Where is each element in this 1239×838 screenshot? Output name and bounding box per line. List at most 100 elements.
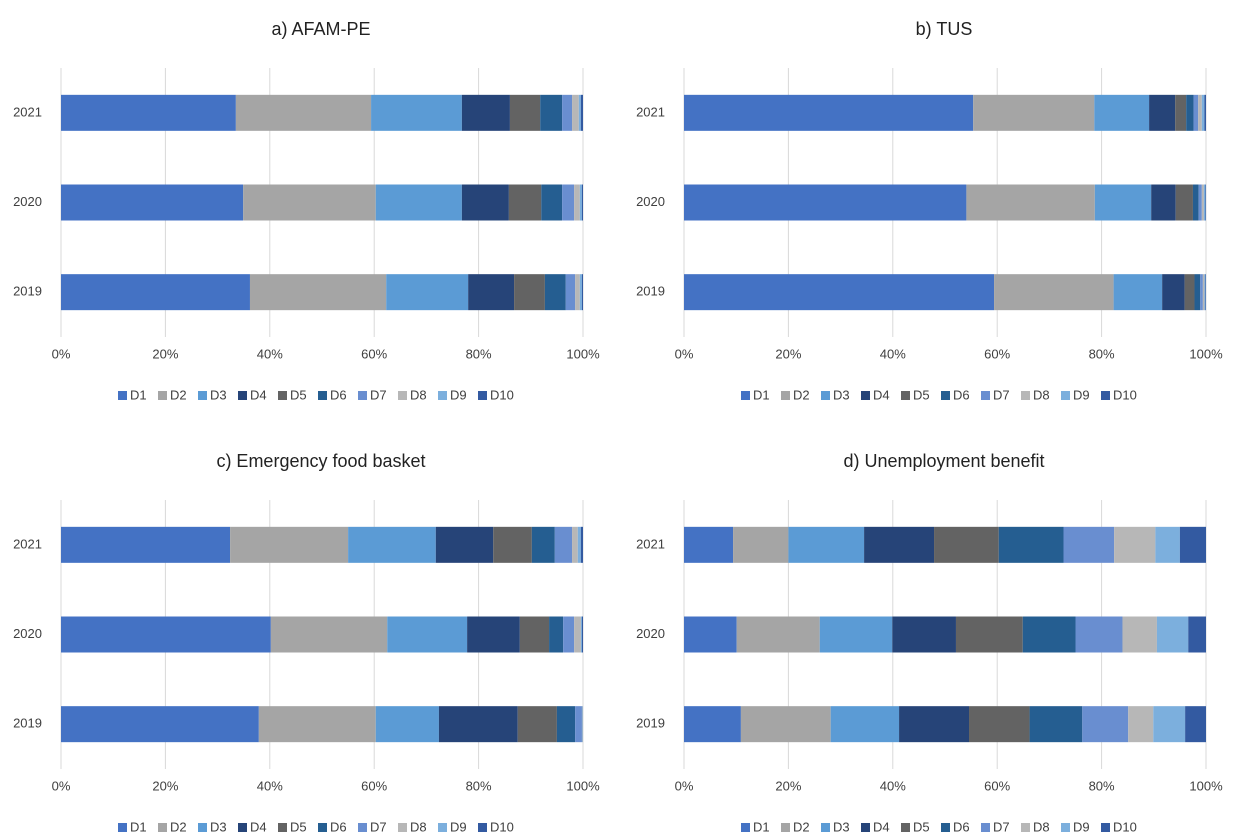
bar-segment bbox=[1128, 706, 1154, 743]
legend-label: D10 bbox=[490, 387, 514, 402]
bar-segment bbox=[375, 706, 439, 743]
legend-swatch bbox=[278, 823, 287, 832]
bar-segment bbox=[508, 184, 542, 221]
bar-segment bbox=[258, 706, 376, 743]
bar-segment bbox=[1113, 274, 1163, 311]
legend-swatch bbox=[1021, 391, 1030, 400]
x-tick-label: 100% bbox=[1189, 778, 1223, 793]
bar-segment bbox=[565, 274, 576, 311]
legend-swatch bbox=[981, 823, 990, 832]
bar-segment bbox=[467, 616, 520, 653]
legend-label: D7 bbox=[993, 819, 1010, 834]
bar-segment bbox=[574, 184, 580, 221]
legend-label: D9 bbox=[450, 819, 467, 834]
legend-swatch bbox=[821, 391, 830, 400]
y-tick-label: 2021 bbox=[13, 104, 42, 119]
bar-segment bbox=[540, 94, 563, 131]
x-tick-label: 60% bbox=[984, 346, 1010, 361]
bar-segment bbox=[1205, 184, 1206, 221]
legend-label: D5 bbox=[913, 387, 930, 402]
legend-label: D4 bbox=[873, 819, 890, 834]
y-tick-label: 2019 bbox=[13, 716, 42, 731]
legend-swatch bbox=[478, 823, 487, 832]
bar-segment bbox=[1185, 706, 1206, 743]
bar-segment bbox=[1203, 184, 1206, 221]
bar-segment bbox=[493, 526, 532, 563]
legend-label: D8 bbox=[1033, 387, 1050, 402]
legend-label: D2 bbox=[793, 819, 810, 834]
x-tick-label: 40% bbox=[880, 346, 906, 361]
bar-segment bbox=[514, 274, 545, 311]
x-tick-label: 60% bbox=[361, 778, 387, 793]
bar-segment bbox=[554, 526, 573, 563]
bar-segment bbox=[892, 616, 956, 653]
bar-segment bbox=[61, 706, 259, 743]
bar-segment bbox=[1155, 526, 1180, 563]
bar-segment bbox=[579, 184, 582, 221]
bar-segment bbox=[574, 616, 581, 653]
legend-label: D8 bbox=[1033, 819, 1050, 834]
bar-segment bbox=[386, 274, 469, 311]
legend-label: D10 bbox=[1113, 819, 1137, 834]
legend-swatch bbox=[781, 391, 790, 400]
legend-swatch bbox=[318, 391, 327, 400]
legend-swatch bbox=[861, 391, 870, 400]
legend-label: D1 bbox=[753, 387, 770, 402]
legend-swatch bbox=[158, 823, 167, 832]
legend-label: D3 bbox=[833, 387, 850, 402]
legend-swatch bbox=[901, 823, 910, 832]
legend-label: D5 bbox=[290, 819, 307, 834]
legend-swatch bbox=[358, 823, 367, 832]
x-tick-label: 0% bbox=[675, 778, 694, 793]
bar-segment bbox=[1151, 184, 1176, 221]
legend-swatch bbox=[278, 391, 287, 400]
x-tick-label: 60% bbox=[361, 346, 387, 361]
bar-segment bbox=[435, 526, 494, 563]
bar-segment bbox=[509, 94, 541, 131]
legend-swatch bbox=[438, 823, 447, 832]
bar-segment bbox=[61, 274, 250, 311]
bar-segment bbox=[684, 274, 995, 311]
legend-label: D3 bbox=[210, 819, 227, 834]
legend-label: D9 bbox=[1073, 819, 1090, 834]
legend-swatch bbox=[238, 823, 247, 832]
legend-swatch bbox=[438, 391, 447, 400]
bar-segment bbox=[1201, 94, 1205, 131]
legend-swatch bbox=[1061, 391, 1070, 400]
bar-segment bbox=[1192, 184, 1199, 221]
legend-label: D4 bbox=[873, 387, 890, 402]
bar-segment bbox=[998, 526, 1064, 563]
bar-segment bbox=[1204, 94, 1206, 131]
bar-segment bbox=[684, 616, 737, 653]
bar-segment bbox=[934, 526, 999, 563]
bar-segment bbox=[1193, 94, 1199, 131]
bar-segment bbox=[517, 706, 557, 743]
x-tick-label: 0% bbox=[52, 778, 71, 793]
x-tick-label: 100% bbox=[566, 346, 600, 361]
bar-segment bbox=[684, 184, 967, 221]
bar-segment bbox=[736, 616, 820, 653]
bar-segment bbox=[1156, 616, 1189, 653]
bar-segment bbox=[1184, 274, 1195, 311]
bar-segment bbox=[61, 526, 231, 563]
legend-label: D5 bbox=[290, 387, 307, 402]
bar-segment bbox=[994, 274, 1114, 311]
bar-segment bbox=[684, 706, 741, 743]
bar-segment bbox=[1022, 616, 1076, 653]
bar-segment bbox=[572, 94, 579, 131]
bar-segment bbox=[580, 526, 583, 563]
bar-segment bbox=[1198, 184, 1202, 221]
x-tick-label: 20% bbox=[775, 778, 801, 793]
bar-segment bbox=[468, 274, 515, 311]
legend-swatch bbox=[478, 391, 487, 400]
bar-segment bbox=[575, 706, 582, 743]
legend-label: D6 bbox=[330, 387, 347, 402]
legend-swatch bbox=[398, 391, 407, 400]
bar-segment bbox=[438, 706, 518, 743]
x-tick-label: 100% bbox=[566, 778, 600, 793]
bar-segment bbox=[582, 706, 583, 743]
bar-segment bbox=[684, 94, 974, 131]
y-tick-label: 2019 bbox=[636, 716, 665, 731]
y-tick-label: 2020 bbox=[13, 194, 42, 209]
